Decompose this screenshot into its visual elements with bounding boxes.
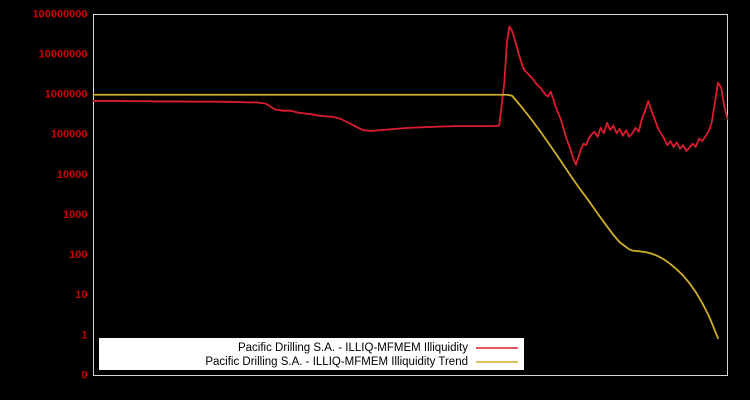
y-axis-tick-label: 10: [75, 289, 87, 301]
series-line-illiquidity: [92, 25, 729, 166]
y-axis-tick-label: 100000000: [32, 8, 87, 20]
y-axis-tick-label: 0: [81, 369, 87, 381]
legend-entry-list: Pacific Drilling S.A. - ILLIQ-MFMEM Illi…: [205, 342, 518, 368]
series-line-illiquidity-trend: [92, 93, 719, 340]
y-axis-tick-labels: 1000000001000000010000001000001000010001…: [32, 8, 87, 381]
chart-legend[interactable]: Pacific Drilling S.A. - ILLIQ-MFMEM Illi…: [99, 338, 524, 370]
y-axis-tick-label: 100: [69, 249, 87, 261]
legend-label: Pacific Drilling S.A. - ILLIQ-MFMEM Illi…: [205, 356, 468, 368]
y-axis-tick-label: 1000000: [45, 89, 88, 101]
plot-area-frame: [93, 14, 728, 376]
y-axis-tick-label: 100000: [51, 129, 88, 141]
y-axis-tick-label: 10000000: [39, 49, 88, 61]
y-axis-tick-label: 1: [81, 329, 87, 341]
legend-label: Pacific Drilling S.A. - ILLIQ-MFMEM Illi…: [238, 342, 468, 354]
legend-background: [99, 338, 524, 370]
y-axis-tick-label: 1000: [63, 209, 87, 221]
y-axis-tick-label: 10000: [57, 169, 88, 181]
data-series-group: [92, 25, 729, 340]
